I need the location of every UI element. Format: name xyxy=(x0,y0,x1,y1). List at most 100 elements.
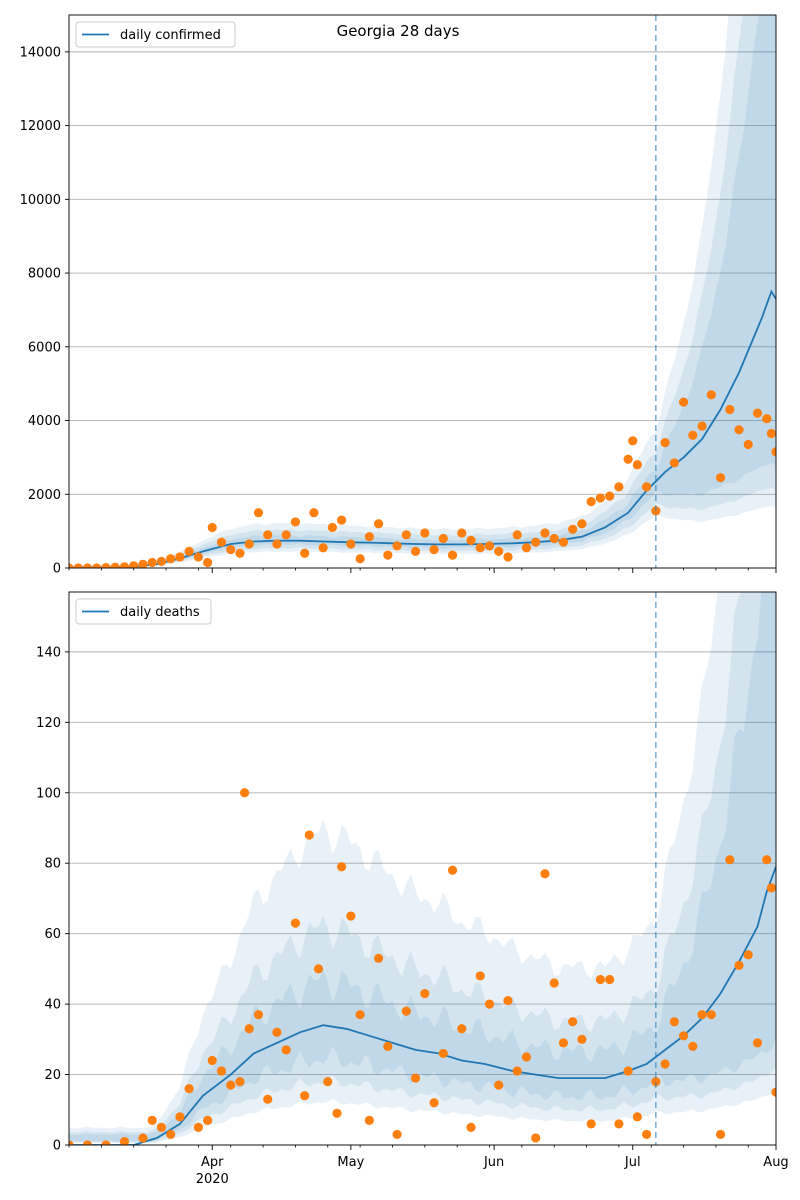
observed-point xyxy=(660,1059,670,1069)
observed-point xyxy=(568,524,578,534)
observed-point xyxy=(420,988,430,999)
observed-point xyxy=(734,425,744,435)
y-tick-label: 140 xyxy=(36,645,61,660)
observed-point xyxy=(762,855,772,865)
observed-point xyxy=(475,971,485,981)
observed-point xyxy=(392,1129,402,1140)
observed-point xyxy=(263,530,273,540)
observed-point xyxy=(549,978,559,988)
observed-point xyxy=(466,1122,476,1132)
observed-point xyxy=(438,533,448,544)
observed-point xyxy=(586,497,596,507)
observed-point xyxy=(364,1115,374,1125)
uncertainty-band-1 xyxy=(69,15,776,568)
observed-point xyxy=(272,539,282,549)
uncertainty-band-1 xyxy=(69,592,776,1144)
observed-point xyxy=(337,515,347,525)
y-tick-label: 0 xyxy=(53,562,61,577)
observed-point xyxy=(466,535,476,545)
observed-point xyxy=(156,556,167,566)
y-tick-label: 100 xyxy=(36,786,61,801)
observed-point xyxy=(401,530,411,540)
observed-point xyxy=(706,390,716,400)
observed-point xyxy=(207,1055,217,1066)
observed-point xyxy=(697,1010,707,1020)
observed-point xyxy=(447,550,458,560)
observed-point xyxy=(632,1112,642,1122)
observed-point xyxy=(512,1066,522,1076)
y-tick-label: 60 xyxy=(44,927,61,942)
y-tick-label: 40 xyxy=(44,998,61,1013)
legend-box xyxy=(75,598,212,625)
observed-point xyxy=(244,1024,254,1034)
observed-point xyxy=(706,1010,716,1020)
observed-point xyxy=(110,562,120,568)
observed-point xyxy=(669,1017,679,1027)
observed-point xyxy=(313,964,324,974)
x-tick-label: Jun xyxy=(483,1155,504,1170)
observed-point xyxy=(715,1129,726,1140)
observed-point xyxy=(119,1136,130,1145)
observed-point xyxy=(475,543,485,553)
observed-point xyxy=(355,554,365,564)
plot-frame xyxy=(68,14,777,569)
observed-point xyxy=(410,546,421,557)
observed-point xyxy=(558,537,569,547)
observed-point xyxy=(383,1041,393,1051)
observed-point xyxy=(235,548,245,558)
observed-point xyxy=(239,788,250,798)
observed-point xyxy=(193,1122,203,1132)
observed-point xyxy=(207,522,217,533)
observed-point xyxy=(253,508,264,518)
observed-point xyxy=(429,544,439,555)
observed-point xyxy=(346,911,356,921)
observed-point xyxy=(762,414,772,424)
y-tick-label: 2000 xyxy=(28,488,61,503)
observed-point xyxy=(660,438,670,448)
observed-point xyxy=(577,519,587,529)
observed-point xyxy=(332,1108,342,1118)
observed-point xyxy=(651,1076,661,1087)
observed-point xyxy=(494,546,504,557)
observed-point xyxy=(129,561,139,568)
observed-point xyxy=(216,537,227,547)
observed-point xyxy=(766,428,776,439)
observed-point xyxy=(715,473,726,483)
observed-point xyxy=(586,1119,596,1129)
figure-title: Georgia 28 days xyxy=(337,22,460,40)
uncertainty-band-2 xyxy=(69,592,776,1143)
observed-point xyxy=(138,1133,148,1143)
observed-point xyxy=(304,830,314,840)
observed-point xyxy=(595,974,606,985)
observed-point xyxy=(623,1066,633,1076)
observed-point xyxy=(632,460,642,470)
observed-point xyxy=(752,408,763,418)
observed-point xyxy=(678,397,689,407)
observed-point xyxy=(101,563,111,568)
observed-point xyxy=(429,1098,439,1108)
legend-label: daily deaths xyxy=(120,605,200,620)
plot-area xyxy=(69,15,776,568)
observed-point xyxy=(512,530,522,540)
observed-point xyxy=(383,550,393,560)
observed-point xyxy=(203,1115,213,1125)
observed-point xyxy=(175,552,185,562)
observed-point xyxy=(447,865,458,875)
observed-point xyxy=(203,557,213,568)
observed-point xyxy=(642,1129,652,1140)
observed-point xyxy=(300,1091,310,1101)
observed-point xyxy=(226,1080,236,1090)
observed-point xyxy=(300,548,310,558)
observed-point xyxy=(595,493,606,503)
legend-label: daily confirmed xyxy=(120,28,221,43)
observed-point xyxy=(73,563,83,568)
observed-point xyxy=(410,1073,421,1083)
observed-point xyxy=(156,1122,167,1132)
observed-point xyxy=(521,543,532,553)
observed-point xyxy=(290,918,301,928)
observed-point xyxy=(628,436,638,446)
observed-point xyxy=(669,458,679,468)
observed-point xyxy=(688,1041,698,1051)
y-tick-label: 6000 xyxy=(28,340,61,355)
